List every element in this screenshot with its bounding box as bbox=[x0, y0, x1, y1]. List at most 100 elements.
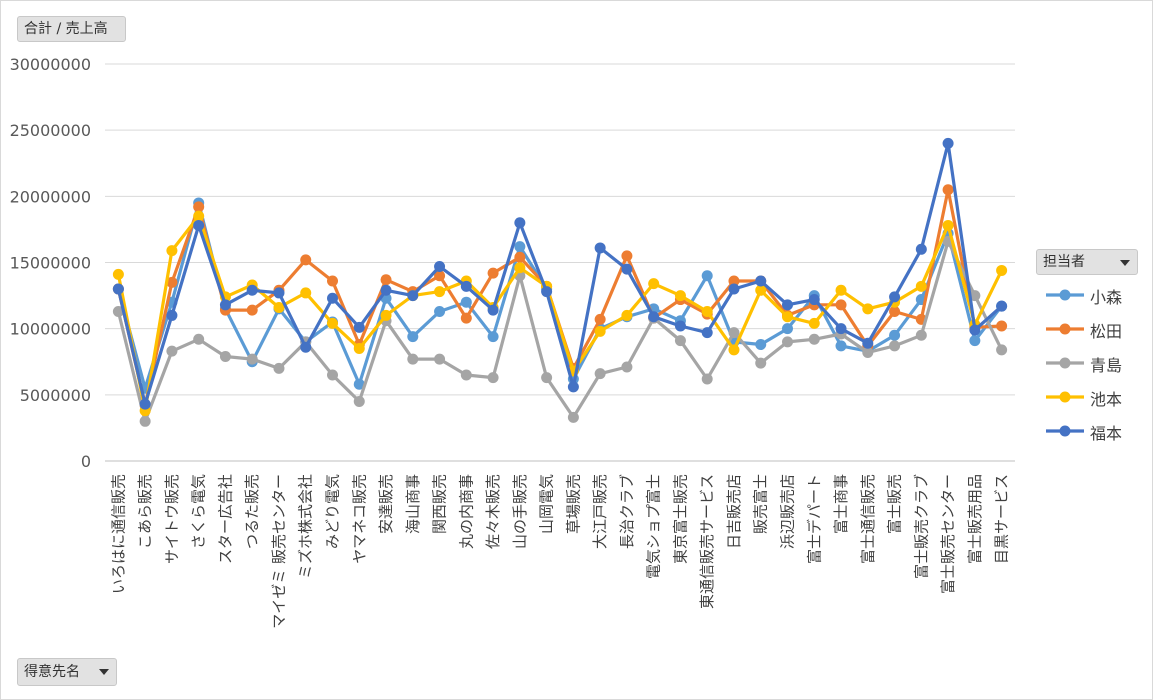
data-point[interactable] bbox=[594, 325, 606, 337]
chevron-down-icon[interactable] bbox=[99, 669, 109, 675]
data-point[interactable] bbox=[728, 275, 740, 287]
data-point[interactable] bbox=[674, 290, 686, 302]
data-point[interactable] bbox=[541, 372, 553, 384]
data-point[interactable] bbox=[594, 242, 606, 254]
data-point[interactable] bbox=[594, 313, 606, 325]
data-point[interactable] bbox=[808, 294, 820, 306]
data-point[interactable] bbox=[782, 323, 793, 335]
data-point[interactable] bbox=[701, 327, 713, 339]
data-point[interactable] bbox=[487, 372, 499, 384]
data-point[interactable] bbox=[969, 335, 981, 347]
data-point[interactable] bbox=[728, 283, 740, 295]
data-point[interactable] bbox=[219, 350, 231, 362]
data-point[interactable] bbox=[915, 243, 927, 255]
legend-item[interactable]: 小森 bbox=[1044, 285, 1144, 307]
data-point[interactable] bbox=[434, 286, 446, 298]
data-point[interactable] bbox=[166, 276, 178, 288]
data-point[interactable] bbox=[996, 300, 1008, 312]
data-point[interactable] bbox=[567, 411, 579, 423]
data-point[interactable] bbox=[407, 290, 419, 302]
data-point[interactable] bbox=[514, 217, 526, 229]
data-point[interactable] bbox=[487, 304, 499, 316]
data-point[interactable] bbox=[327, 275, 338, 287]
data-point[interactable] bbox=[648, 311, 660, 323]
data-point[interactable] bbox=[835, 284, 847, 296]
data-point[interactable] bbox=[273, 362, 285, 374]
data-point[interactable] bbox=[621, 361, 633, 373]
data-point[interactable] bbox=[674, 335, 686, 347]
data-point[interactable] bbox=[674, 320, 686, 332]
data-point[interactable] bbox=[166, 245, 178, 257]
data-point[interactable] bbox=[300, 341, 312, 353]
data-point[interactable] bbox=[621, 309, 633, 321]
data-point[interactable] bbox=[621, 250, 633, 262]
data-point[interactable] bbox=[112, 268, 124, 280]
data-point[interactable] bbox=[434, 270, 446, 282]
data-point[interactable] bbox=[353, 321, 365, 333]
data-point[interactable] bbox=[112, 305, 124, 317]
data-point[interactable] bbox=[300, 254, 312, 266]
data-point[interactable] bbox=[460, 312, 472, 324]
data-point[interactable] bbox=[460, 369, 472, 381]
data-point[interactable] bbox=[460, 296, 472, 308]
data-point[interactable] bbox=[621, 263, 633, 275]
data-point[interactable] bbox=[996, 264, 1008, 276]
data-point[interactable] bbox=[969, 324, 981, 336]
data-point[interactable] bbox=[755, 284, 767, 296]
data-point[interactable] bbox=[193, 210, 205, 222]
data-point[interactable] bbox=[434, 305, 446, 317]
data-point[interactable] bbox=[514, 251, 526, 263]
data-point[interactable] bbox=[541, 286, 553, 298]
data-point[interactable] bbox=[889, 329, 901, 341]
data-point[interactable] bbox=[139, 415, 151, 427]
data-point[interactable] bbox=[166, 345, 178, 357]
data-point[interactable] bbox=[273, 301, 285, 313]
legend-item[interactable]: 青島 bbox=[1044, 353, 1144, 375]
data-point[interactable] bbox=[460, 280, 472, 292]
data-point[interactable] bbox=[835, 323, 847, 335]
data-point[interactable] bbox=[327, 369, 338, 381]
data-point[interactable] bbox=[889, 305, 901, 317]
data-point[interactable] bbox=[996, 344, 1008, 356]
data-point[interactable] bbox=[755, 275, 767, 287]
data-point[interactable] bbox=[808, 317, 820, 329]
data-point[interactable] bbox=[701, 373, 713, 385]
data-point[interactable] bbox=[808, 333, 820, 345]
data-point[interactable] bbox=[942, 219, 954, 231]
data-point[interactable] bbox=[434, 260, 446, 272]
legend-item[interactable]: 松田 bbox=[1044, 319, 1144, 341]
legend-item[interactable]: 福本 bbox=[1044, 421, 1144, 443]
data-point[interactable] bbox=[567, 381, 579, 393]
data-point[interactable] bbox=[327, 292, 338, 304]
data-point[interactable] bbox=[407, 331, 419, 343]
data-point[interactable] bbox=[889, 340, 901, 352]
data-point[interactable] bbox=[782, 299, 793, 311]
legend-field-filter-button[interactable]: 担当者 bbox=[1036, 249, 1138, 275]
data-point[interactable] bbox=[166, 309, 178, 321]
chevron-down-icon[interactable] bbox=[1120, 260, 1130, 266]
data-point[interactable] bbox=[353, 378, 365, 390]
data-point[interactable] bbox=[514, 241, 526, 253]
data-point[interactable] bbox=[380, 284, 392, 296]
data-point[interactable] bbox=[862, 303, 874, 315]
data-point[interactable] bbox=[246, 304, 258, 316]
data-point[interactable] bbox=[487, 331, 499, 343]
data-point[interactable] bbox=[273, 287, 285, 299]
data-point[interactable] bbox=[889, 291, 901, 303]
data-point[interactable] bbox=[862, 337, 874, 349]
data-point[interactable] bbox=[782, 311, 793, 323]
data-point[interactable] bbox=[380, 274, 392, 286]
data-point[interactable] bbox=[942, 137, 954, 149]
data-point[interactable] bbox=[915, 329, 927, 341]
data-point[interactable] bbox=[353, 343, 365, 355]
data-point[interactable] bbox=[728, 327, 740, 339]
data-point[interactable] bbox=[996, 320, 1008, 332]
data-point[interactable] bbox=[728, 344, 740, 356]
data-point[interactable] bbox=[407, 353, 419, 365]
data-point[interactable] bbox=[434, 353, 446, 365]
data-point[interactable] bbox=[380, 309, 392, 321]
data-point[interactable] bbox=[755, 357, 767, 369]
data-point[interactable] bbox=[353, 395, 365, 407]
data-point[interactable] bbox=[139, 398, 151, 410]
data-point[interactable] bbox=[193, 201, 205, 213]
